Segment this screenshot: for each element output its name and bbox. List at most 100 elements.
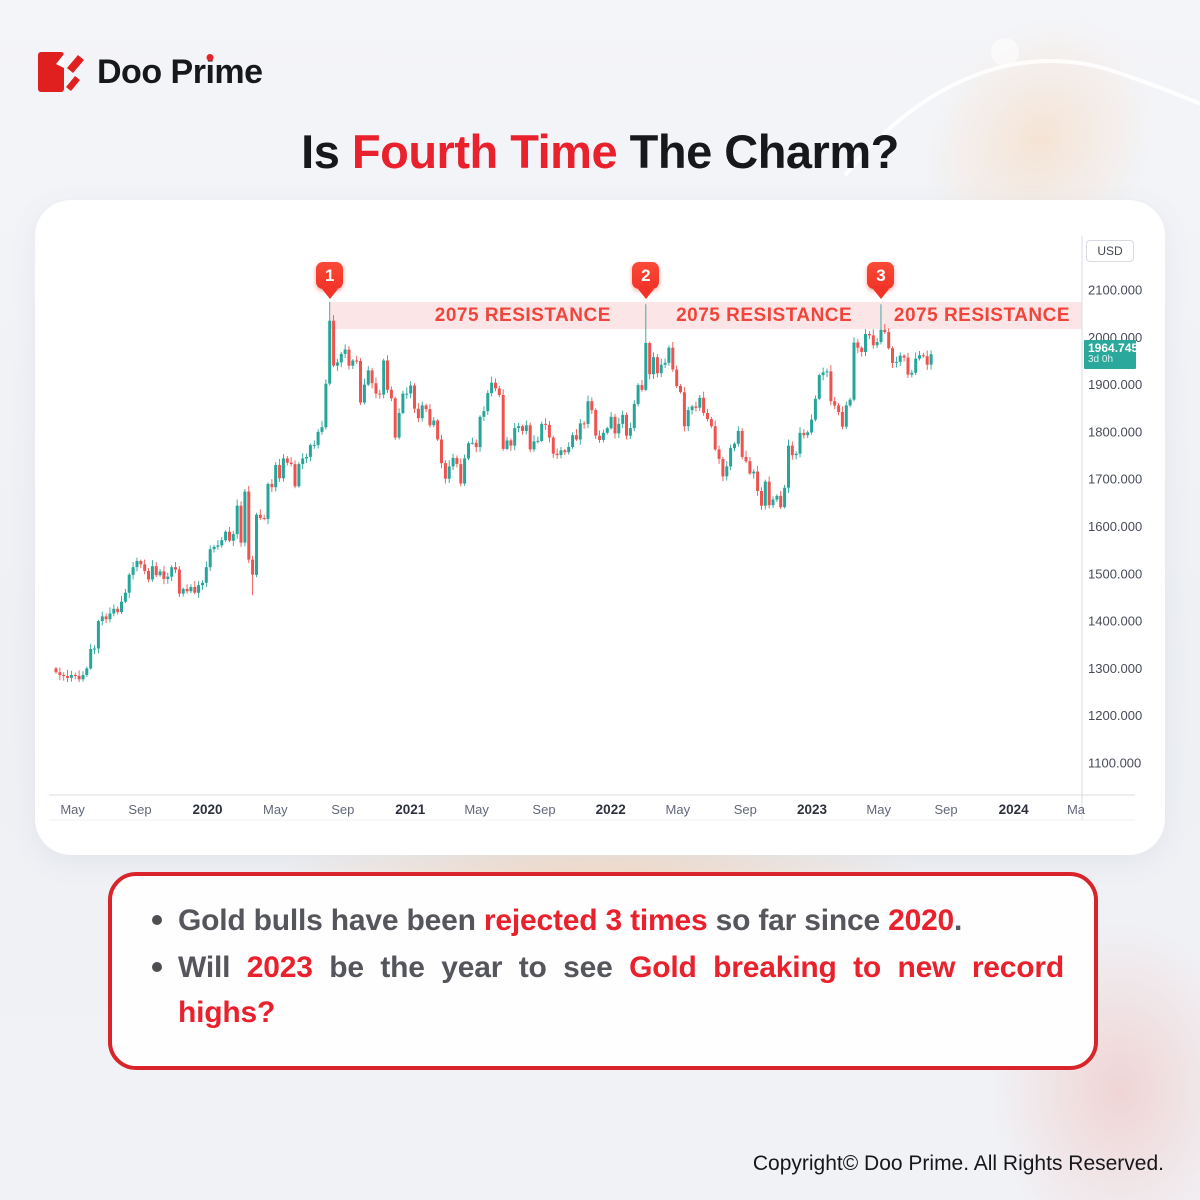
candle-body-down — [143, 564, 147, 571]
candle-body-down — [702, 397, 706, 413]
candle-body-down — [709, 419, 713, 427]
candle-body-up — [343, 349, 347, 354]
candle-body-down — [840, 412, 844, 427]
logo-text-pre: Doo Pr — [97, 52, 206, 91]
candle-body-up — [328, 320, 332, 384]
candle-body-up — [621, 414, 625, 424]
candle-body-down — [837, 405, 841, 412]
marker-pin-1: 1 — [316, 262, 344, 289]
candle-body-up — [96, 621, 100, 649]
candle-body-up — [166, 576, 170, 579]
candle-body-up — [929, 354, 933, 365]
chart-card: 2100.000 2000.000 1900.000 1800.000 1700.000… — [35, 200, 1165, 855]
candle-body-up — [451, 457, 455, 467]
candle-body-down — [293, 464, 297, 487]
candle-body-up — [470, 442, 474, 444]
time-axis-label: 2021 — [395, 802, 426, 817]
candle-body-up — [918, 355, 921, 359]
candle-body-up — [308, 445, 312, 457]
time-axis-label: Sep — [734, 802, 757, 817]
time-axis-label: May — [464, 802, 489, 817]
candle-body-up — [324, 383, 328, 428]
candle-body-down — [413, 385, 416, 409]
candle-body-up — [89, 649, 93, 669]
candle-body-up — [783, 487, 787, 508]
candle-body-up — [208, 549, 212, 568]
candle-body-up — [736, 431, 740, 444]
candle-body-down — [594, 410, 598, 436]
resistance-label: 2075 RESISTANCE — [893, 304, 1071, 326]
candle-body-down — [278, 465, 282, 479]
candle-body-up — [204, 567, 208, 583]
current-price-countdown: 3d 0h — [1088, 353, 1114, 365]
candle-body-up — [297, 464, 301, 487]
candle-body-up — [409, 385, 413, 394]
candle-body-down — [332, 320, 336, 366]
candle-body-up — [482, 411, 486, 417]
candle-body-up — [216, 545, 220, 547]
price-axis-label: 1500.000 — [1088, 566, 1142, 581]
candle-body-up — [632, 404, 636, 429]
candle-body-up — [821, 372, 825, 376]
candle-body-down — [867, 334, 871, 336]
candle-body-up — [69, 675, 73, 678]
candle-body-down — [116, 608, 120, 613]
candle-body-down — [285, 458, 289, 463]
candle-body-down — [193, 587, 197, 593]
candle-body-down — [501, 395, 505, 449]
candle-body-down — [906, 357, 910, 375]
candle-body-down — [521, 426, 524, 431]
candle-body-up — [910, 372, 914, 375]
candle-body-down — [440, 439, 443, 464]
candle-body-down — [359, 360, 362, 403]
time-axis-label: Sep — [532, 802, 555, 817]
candle-body-up — [301, 458, 305, 465]
candle-body-down — [675, 369, 679, 387]
candle-body-up — [659, 364, 663, 374]
candle-body-up — [127, 574, 131, 593]
bullet-list: Gold bulls have been rejected 3 times so… — [152, 898, 1064, 1035]
candle-body-down — [139, 561, 143, 565]
candle-body-up — [844, 405, 848, 427]
candle-body-up — [667, 347, 671, 363]
price-axis-label: 1400.000 — [1088, 614, 1142, 629]
time-axis-label: May — [263, 802, 288, 817]
logo: Doo Prime — [38, 52, 263, 92]
bullet-item: Gold bulls have been rejected 3 times so… — [152, 898, 1064, 943]
bullet-text-segment: be the year to see — [312, 951, 630, 984]
bullet-text: Gold bulls have been rejected 3 times so… — [178, 898, 1064, 943]
price-axis-label: 1800.000 — [1088, 424, 1142, 439]
candle-body-up — [150, 566, 154, 580]
time-axis-label: 2022 — [596, 802, 626, 817]
candle-body-up — [879, 329, 883, 342]
bullet-dot — [152, 915, 162, 925]
candle-body-down — [648, 343, 652, 375]
time-axis-label: 2020 — [192, 802, 222, 817]
candle-body-up — [181, 588, 185, 594]
candle-body-up — [806, 432, 810, 436]
candle-body-up — [798, 432, 802, 454]
candle-body-down — [887, 332, 891, 349]
candle-body-up — [605, 428, 609, 433]
resistance-label: 2075 RESISTANCE — [434, 304, 611, 326]
candle-body-up — [212, 546, 216, 550]
candle-body-up — [524, 425, 528, 431]
candle-body-up — [131, 567, 135, 575]
marker-pin-3: 3 — [867, 262, 895, 289]
candle-body-down — [386, 360, 389, 390]
logo-text-post: me — [214, 52, 263, 91]
candle-body-down — [891, 348, 894, 363]
candle-body-up — [567, 447, 571, 453]
candle-body-down — [574, 435, 578, 440]
candle-body-up — [628, 428, 632, 436]
candle-body-down — [528, 425, 532, 450]
candle-body-up — [609, 416, 613, 429]
candle-body-down — [582, 423, 586, 425]
candle-body-up — [586, 401, 590, 424]
usd-button[interactable]: USD — [1086, 240, 1134, 262]
candle-body-down — [239, 505, 243, 543]
price-axis-label: 1200.000 — [1088, 708, 1142, 723]
logo-text-i: i — [205, 52, 215, 91]
candle-body-down — [443, 463, 447, 479]
candle-body-up — [733, 443, 736, 448]
